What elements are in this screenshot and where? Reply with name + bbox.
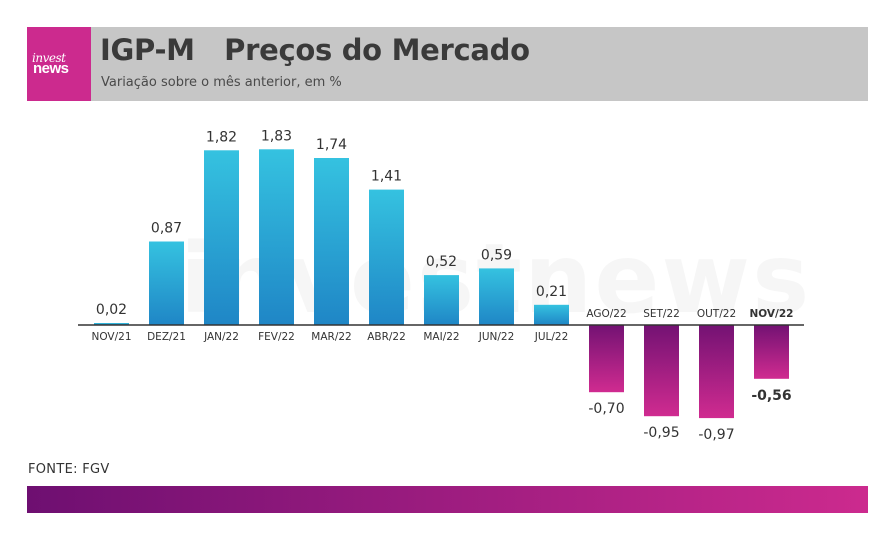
value-label: 0,59 (481, 247, 512, 263)
value-label: 1,83 (261, 128, 292, 144)
bar-abr-22 (369, 189, 404, 325)
bar-dez-21 (149, 241, 184, 325)
bar-nov-21 (94, 323, 129, 325)
value-label: -0,97 (698, 427, 734, 443)
logo-top-text: invest (32, 51, 66, 65)
category-label: MAI/22 (423, 331, 459, 343)
bar-set-22 (644, 325, 679, 417)
bar-jan-22 (204, 150, 239, 325)
source-note: FONTE: FGV (28, 462, 110, 477)
category-label: MAR/22 (311, 331, 351, 343)
category-label: AGO/22 (586, 308, 626, 320)
value-label: 1,74 (316, 137, 347, 153)
bar-nov-22 (754, 325, 789, 379)
bar-mar-22 (314, 158, 349, 325)
value-label: -0,56 (751, 388, 791, 404)
chart-header: IGP-M Preços do Mercado Variação sobre o… (91, 27, 868, 101)
value-label: 0,21 (536, 284, 567, 300)
category-label: JAN/22 (203, 331, 239, 343)
category-label: DEZ/21 (147, 331, 186, 343)
category-label: JUN/22 (478, 331, 515, 343)
logo-bottom-text: news (33, 60, 69, 77)
value-label: 1,82 (206, 129, 237, 145)
value-label: 0,02 (96, 302, 127, 318)
category-label: JUL/22 (534, 331, 569, 343)
value-label: 0,87 (151, 221, 182, 237)
category-label: ABR/22 (367, 331, 406, 343)
footer-bar (27, 486, 868, 513)
category-label: NOV/21 (91, 331, 131, 343)
bar-mai-22 (424, 275, 459, 325)
value-label: 1,41 (371, 169, 402, 185)
category-label: FEV/22 (258, 331, 295, 343)
bar-ago-22 (589, 325, 624, 393)
value-label: 0,52 (426, 254, 457, 270)
chart-subtitle: Variação sobre o mês anterior, em % (101, 75, 342, 90)
bar-jul-22 (534, 304, 569, 325)
value-label: -0,95 (643, 425, 679, 441)
bar-fev-22 (259, 149, 294, 325)
chart-title: IGP-M Preços do Mercado (100, 33, 530, 67)
category-label: OUT/22 (697, 308, 736, 320)
category-label: SET/22 (643, 308, 680, 320)
bar-out-22 (699, 325, 734, 419)
bar-jun-22 (479, 268, 514, 325)
investnews-logo: invest news (27, 27, 91, 101)
category-label: NOV/22 (749, 308, 793, 320)
value-label: -0,70 (588, 401, 624, 417)
